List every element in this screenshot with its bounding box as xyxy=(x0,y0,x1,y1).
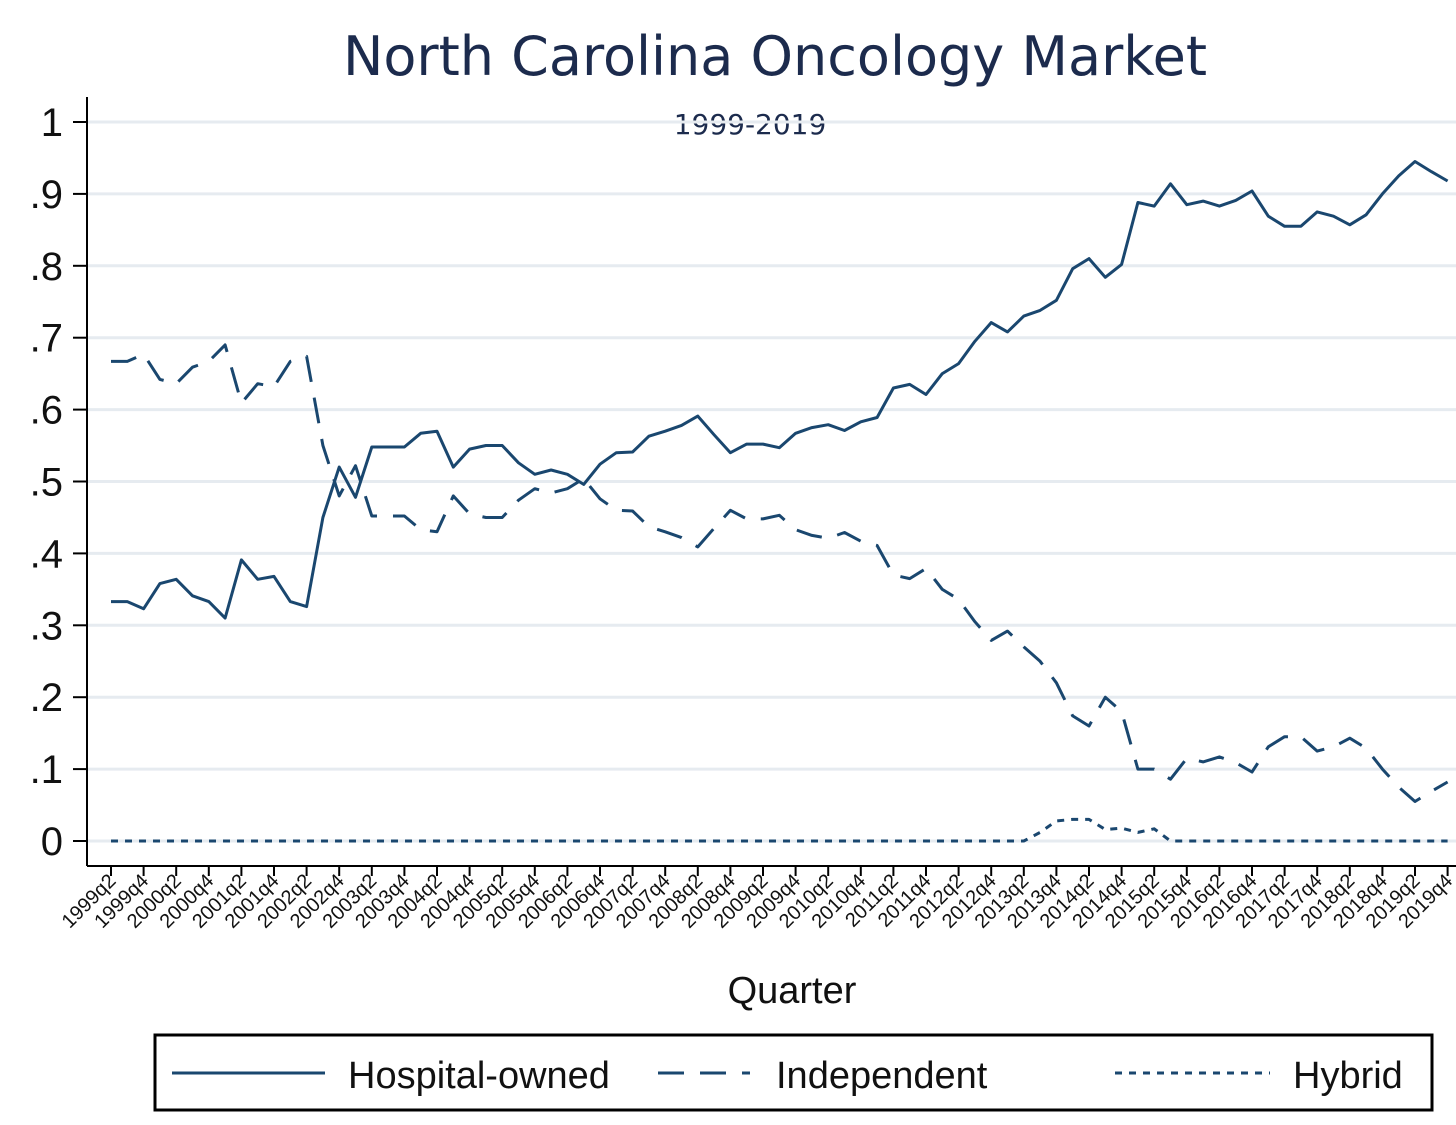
series-line-hospital-owned xyxy=(111,160,1449,620)
legend: Hospital-owned Independent Hybrid xyxy=(153,1033,1434,1112)
y-tick-label: 0 xyxy=(41,820,63,864)
y-tick-label: .9 xyxy=(30,173,63,217)
gridlines xyxy=(88,120,1456,843)
y-tick-label: .4 xyxy=(30,532,63,576)
y-tick-label: .1 xyxy=(30,748,63,792)
y-axis: 0 .1 .2 .3 .4 .5 .6 .7 .8 .9 1 xyxy=(30,97,88,866)
y-tick-label: .8 xyxy=(30,245,63,289)
chart-title: North Carolina Oncology Market xyxy=(343,25,1207,88)
y-tick-label: .5 xyxy=(30,461,63,505)
y-tick-label: .7 xyxy=(30,317,63,361)
y-tick-label: .3 xyxy=(30,604,63,648)
series-line-hybrid xyxy=(111,817,1448,843)
chart-subtitle: 1999-2019 xyxy=(674,108,827,141)
series-line-independent xyxy=(111,343,1449,803)
legend-label-hybrid: Hybrid xyxy=(1293,1055,1403,1097)
x-axis-label: Quarter xyxy=(728,970,857,1012)
plot-area xyxy=(111,160,1449,843)
y-tick-label: .2 xyxy=(30,676,63,720)
x-axis: 1999q21999q42000q22000q42001q22001q42002… xyxy=(58,865,1456,933)
y-tick-label: 1 xyxy=(41,101,63,145)
legend-label-independent: Independent xyxy=(776,1055,988,1097)
y-tick-label: .6 xyxy=(30,389,63,433)
legend-label-hospital-owned: Hospital-owned xyxy=(348,1055,610,1097)
